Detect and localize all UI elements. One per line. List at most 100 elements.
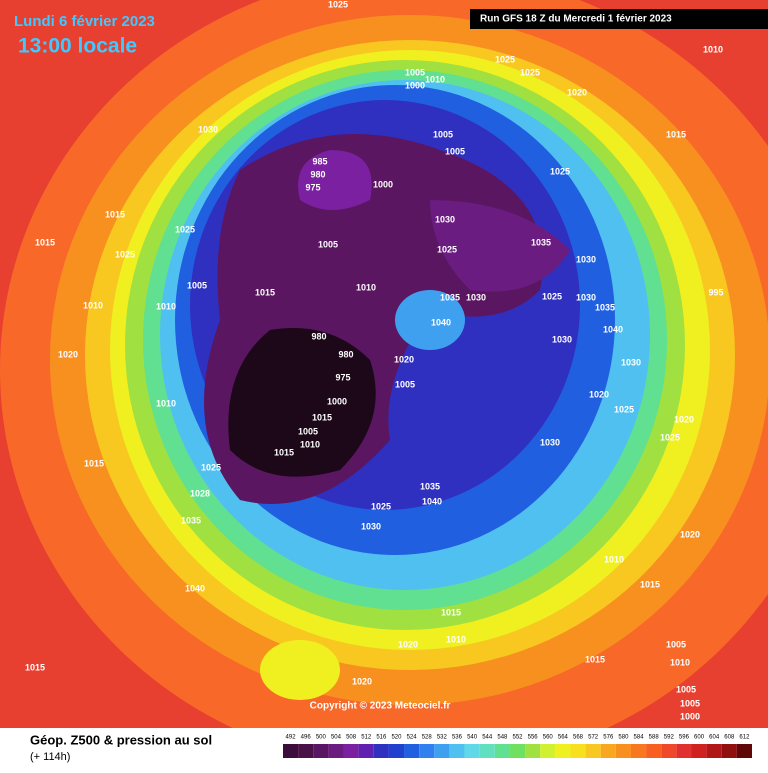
isobar-label: 1030 — [198, 124, 218, 134]
scale-swatch — [570, 744, 586, 758]
scale-label: 596 — [679, 735, 690, 741]
scale-label: 552 — [512, 735, 523, 741]
isobar-label: 1020 — [58, 349, 78, 359]
scale-swatch — [736, 744, 752, 758]
isobar-label: 1000 — [373, 179, 393, 189]
isobar-label: 1025 — [542, 291, 562, 301]
scale-swatch — [298, 744, 314, 758]
scale-label: 608 — [724, 735, 735, 741]
isobar-label: 1040 — [603, 324, 623, 334]
scale-label: 528 — [422, 735, 433, 741]
run-info: Run GFS 18 Z du Mercredi 1 février 2023 — [480, 14, 672, 25]
isobar-label: 1025 — [175, 224, 195, 234]
scale-swatch — [525, 744, 541, 758]
isobar-label: 1025 — [437, 244, 457, 254]
isobar-label: 1015 — [84, 458, 104, 468]
isobar-label: 1010 — [356, 282, 376, 292]
isobar-label: 980 — [338, 349, 353, 359]
isobar-label: 1015 — [640, 579, 660, 589]
scale-swatch — [358, 744, 374, 758]
isobar-label: 1000 — [405, 80, 425, 90]
scale-label: 612 — [739, 735, 750, 741]
isobar-label: 1010 — [300, 439, 320, 449]
isobar-label: 1015 — [274, 447, 294, 457]
isobar-label: 1030 — [540, 437, 560, 447]
isobar-label: 1015 — [255, 287, 275, 297]
isobar-label: 1035 — [420, 481, 440, 491]
scale-label: 524 — [407, 735, 418, 741]
isobar-label: 1025 — [614, 404, 634, 414]
isobar-label: 1015 — [105, 209, 125, 219]
copyright: Copyright © 2023 Meteociel.fr — [310, 701, 451, 712]
scale-label: 500 — [316, 735, 327, 741]
scale-label: 572 — [588, 735, 599, 741]
scale-swatch — [464, 744, 480, 758]
scale-swatch — [615, 744, 631, 758]
scale-label: 600 — [694, 735, 705, 741]
isobar-label: 1015 — [312, 412, 332, 422]
scale-label: 504 — [331, 735, 342, 741]
scale-swatch — [630, 744, 647, 758]
scale-label: 508 — [346, 735, 357, 741]
isobar-label: 1025 — [550, 166, 570, 176]
scale-label: 580 — [618, 735, 629, 741]
isobar-label: 1015 — [25, 662, 45, 672]
scale-swatch — [494, 744, 510, 758]
isobar-label: 1010 — [156, 398, 176, 408]
isobar-label: 1020 — [398, 639, 418, 649]
legend-title: Géop. Z500 & pression au sol — [30, 732, 212, 747]
isobar-label: 1015 — [441, 607, 461, 617]
scale-label: 516 — [376, 735, 387, 741]
isobar-label: 1035 — [181, 515, 201, 525]
isobar-label: 1020 — [589, 389, 609, 399]
isobar-label: 1005 — [433, 129, 453, 139]
isobar-label: 1030 — [576, 254, 596, 264]
scale-swatch — [419, 744, 435, 758]
isobar-label: 1020 — [567, 87, 587, 97]
isobar-label: 1030 — [435, 214, 455, 224]
scale-swatch — [706, 744, 722, 758]
isobar-label: 1030 — [466, 292, 486, 302]
scale-swatch — [676, 744, 692, 758]
scale-label: 532 — [437, 735, 448, 741]
scale-swatch — [540, 744, 556, 758]
isobar-label: 1020 — [352, 676, 372, 686]
run-box — [470, 9, 768, 29]
scale-swatch — [388, 744, 405, 758]
scale-swatch — [691, 744, 707, 758]
isobar-label: 1005 — [395, 379, 415, 389]
isobar-label: 1030 — [361, 521, 381, 531]
isobar-label: 1015 — [585, 654, 605, 664]
scale-label: 564 — [558, 735, 569, 741]
isobar-label: 1005 — [680, 698, 700, 708]
scale-swatch — [600, 744, 616, 758]
scale-swatch — [585, 744, 601, 758]
isobar-label: 1005 — [676, 684, 696, 694]
scale-label: 548 — [497, 735, 508, 741]
isobar-label: 1025 — [201, 462, 221, 472]
scale-label: 584 — [634, 735, 645, 741]
isobar-label: 1025 — [328, 0, 348, 9]
scale-label: 540 — [467, 735, 478, 741]
scale-label: 604 — [709, 735, 720, 741]
isobar-label: 980 — [311, 331, 326, 341]
isobar-label: 1025 — [495, 54, 515, 64]
isobar-label: 1040 — [431, 317, 451, 327]
isobar-label: 1035 — [595, 302, 615, 312]
isobar-label: 1005 — [318, 239, 338, 249]
scale-swatch — [343, 744, 359, 758]
time: 13:00 locale — [18, 35, 137, 58]
isobar-label: 1035 — [440, 292, 460, 302]
scale-swatch — [313, 744, 329, 758]
scale-label: 560 — [543, 735, 554, 741]
scale-label: 544 — [482, 735, 493, 741]
scale-label: 568 — [573, 735, 584, 741]
isobar-label: 1005 — [405, 67, 425, 77]
isobar-label: 1005 — [666, 639, 686, 649]
isobar-label: 1005 — [445, 146, 465, 156]
scale-label: 492 — [286, 735, 297, 741]
isobar-label: 1020 — [680, 529, 700, 539]
isobar-label: 1010 — [703, 44, 723, 54]
isobar-label: 1015 — [666, 129, 686, 139]
